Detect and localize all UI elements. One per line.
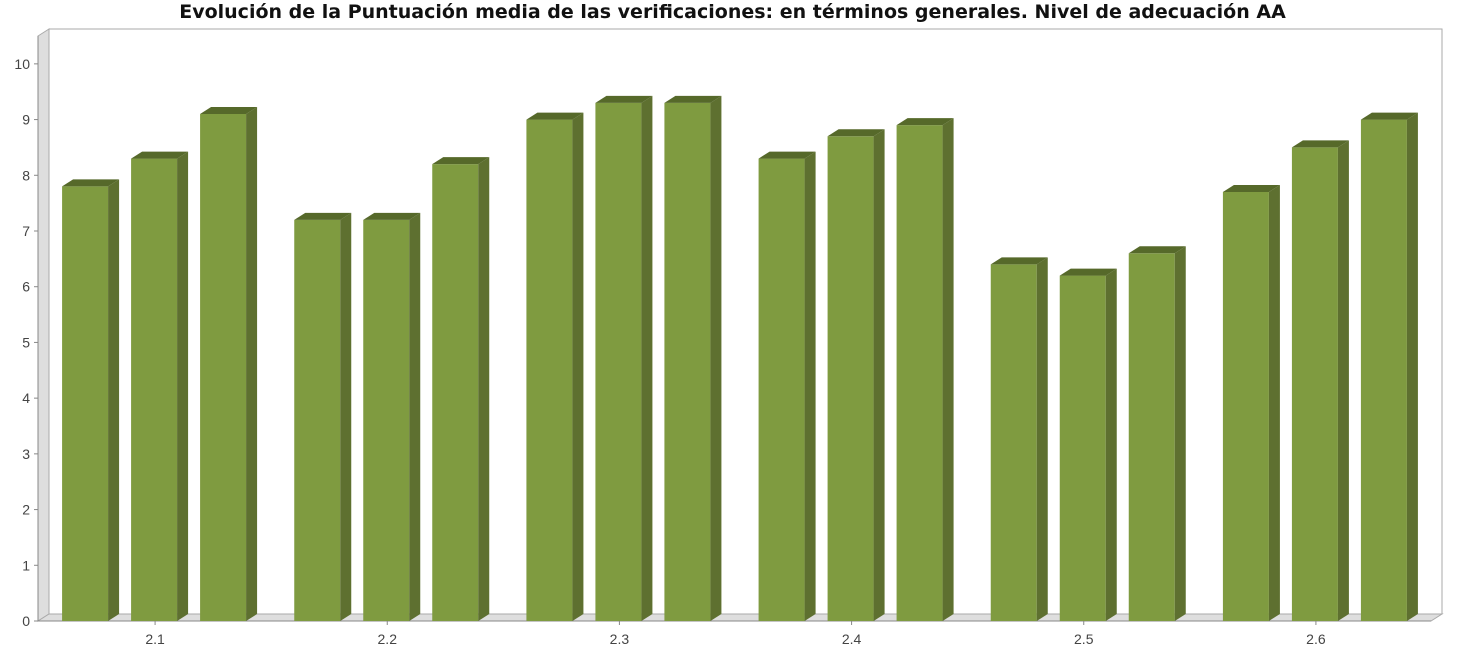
- bar-top: [827, 129, 885, 137]
- x-tick-label: 2.3: [610, 631, 630, 647]
- bar-top: [526, 112, 584, 120]
- bar-top: [990, 257, 1048, 265]
- bars: [62, 95, 1418, 622]
- bar-front: [526, 119, 573, 622]
- bar: [1291, 140, 1349, 621]
- x-tick-label: 2.6: [1306, 631, 1326, 647]
- bar-top: [595, 95, 653, 103]
- bar-front: [664, 102, 711, 622]
- bar-front: [200, 114, 247, 621]
- bar-side: [1036, 257, 1048, 621]
- bar-top: [1128, 246, 1186, 254]
- bar-top: [294, 212, 352, 220]
- x-tick-label: 2.5: [1074, 631, 1094, 647]
- y-tick-label: 2: [22, 502, 30, 518]
- bar-front: [896, 125, 943, 622]
- bar: [1360, 112, 1418, 622]
- bar-side: [340, 212, 352, 621]
- bar-front: [363, 219, 410, 621]
- bar: [1222, 185, 1280, 621]
- bar-side: [942, 118, 954, 622]
- bar: [827, 129, 885, 622]
- back-wall: [48, 28, 1443, 615]
- bar: [595, 95, 653, 622]
- y-tick-label: 5: [22, 334, 30, 350]
- bar-front: [294, 219, 341, 621]
- bar-side: [804, 151, 816, 622]
- bar: [200, 107, 258, 621]
- bar-front: [432, 164, 479, 621]
- bar-top: [758, 151, 816, 159]
- bar-side: [641, 95, 653, 622]
- bar-top: [1360, 112, 1418, 120]
- y-tick-label: 0: [22, 613, 30, 629]
- bar-front: [827, 136, 874, 622]
- bar-top: [1291, 140, 1349, 148]
- bar-side: [710, 95, 722, 622]
- chart-title: Evolución de la Puntuación media de las …: [179, 1, 1286, 23]
- x-tick-label: 2.2: [378, 631, 398, 647]
- side-wall: [37, 28, 50, 622]
- bar: [1059, 268, 1117, 621]
- bar-front: [595, 102, 642, 622]
- bar-side: [1268, 185, 1280, 621]
- bar: [664, 95, 722, 622]
- y-tick-label: 9: [22, 112, 30, 128]
- y-tick-label: 6: [22, 279, 30, 295]
- bar-front: [1222, 192, 1269, 621]
- bar-side: [1337, 140, 1349, 621]
- chart-frame: [36, 28, 1444, 622]
- bar-front: [758, 158, 805, 622]
- bar-front: [131, 158, 178, 622]
- bar-front: [1128, 253, 1175, 622]
- bar-top: [1059, 268, 1117, 276]
- bar-front: [1291, 147, 1338, 621]
- bar-side: [177, 151, 189, 622]
- bar-front: [62, 186, 109, 621]
- bar-top: [200, 107, 258, 114]
- bar-top: [896, 118, 954, 126]
- bar-top: [1222, 185, 1280, 192]
- y-tick-label: 10: [14, 56, 30, 72]
- bar: [896, 118, 954, 622]
- bar-side: [108, 179, 120, 621]
- bar-top: [664, 95, 722, 103]
- y-tick-label: 1: [22, 557, 30, 573]
- bar: [363, 212, 421, 621]
- bar-side: [246, 107, 258, 621]
- bar: [294, 212, 352, 621]
- bar-side: [572, 112, 584, 622]
- y-tick-label: 3: [22, 446, 30, 462]
- bar: [62, 179, 120, 621]
- bar: [432, 157, 490, 621]
- bar: [990, 257, 1048, 621]
- y-tick-label: 8: [22, 167, 30, 183]
- bar-front: [1059, 275, 1106, 621]
- y-tick-label: 4: [22, 390, 30, 406]
- bar: [1128, 246, 1186, 622]
- bar-front: [990, 264, 1037, 621]
- bar-side: [478, 157, 490, 621]
- bar: [758, 151, 816, 622]
- y-tick-label: 7: [22, 223, 30, 239]
- bar-side: [873, 129, 885, 622]
- bar-top: [131, 151, 189, 159]
- x-axis: 2.1 2.2 2.3 2.4 2.5 2.6: [145, 621, 1326, 647]
- bar: [526, 112, 584, 622]
- bar-front: [1360, 119, 1407, 622]
- bar-side: [1174, 246, 1186, 622]
- x-tick-label: 2.4: [842, 631, 862, 647]
- bar-side: [1105, 268, 1117, 621]
- bar-top: [363, 212, 421, 220]
- x-tick-label: 2.1: [145, 631, 165, 647]
- bar-side: [409, 212, 421, 621]
- bar-side: [1406, 112, 1418, 622]
- bar: [131, 151, 189, 622]
- bar-top: [432, 157, 490, 165]
- y-axis: 0 1 2 3 4 5 6 7 8 9 10: [14, 56, 38, 629]
- bar-top: [62, 179, 120, 187]
